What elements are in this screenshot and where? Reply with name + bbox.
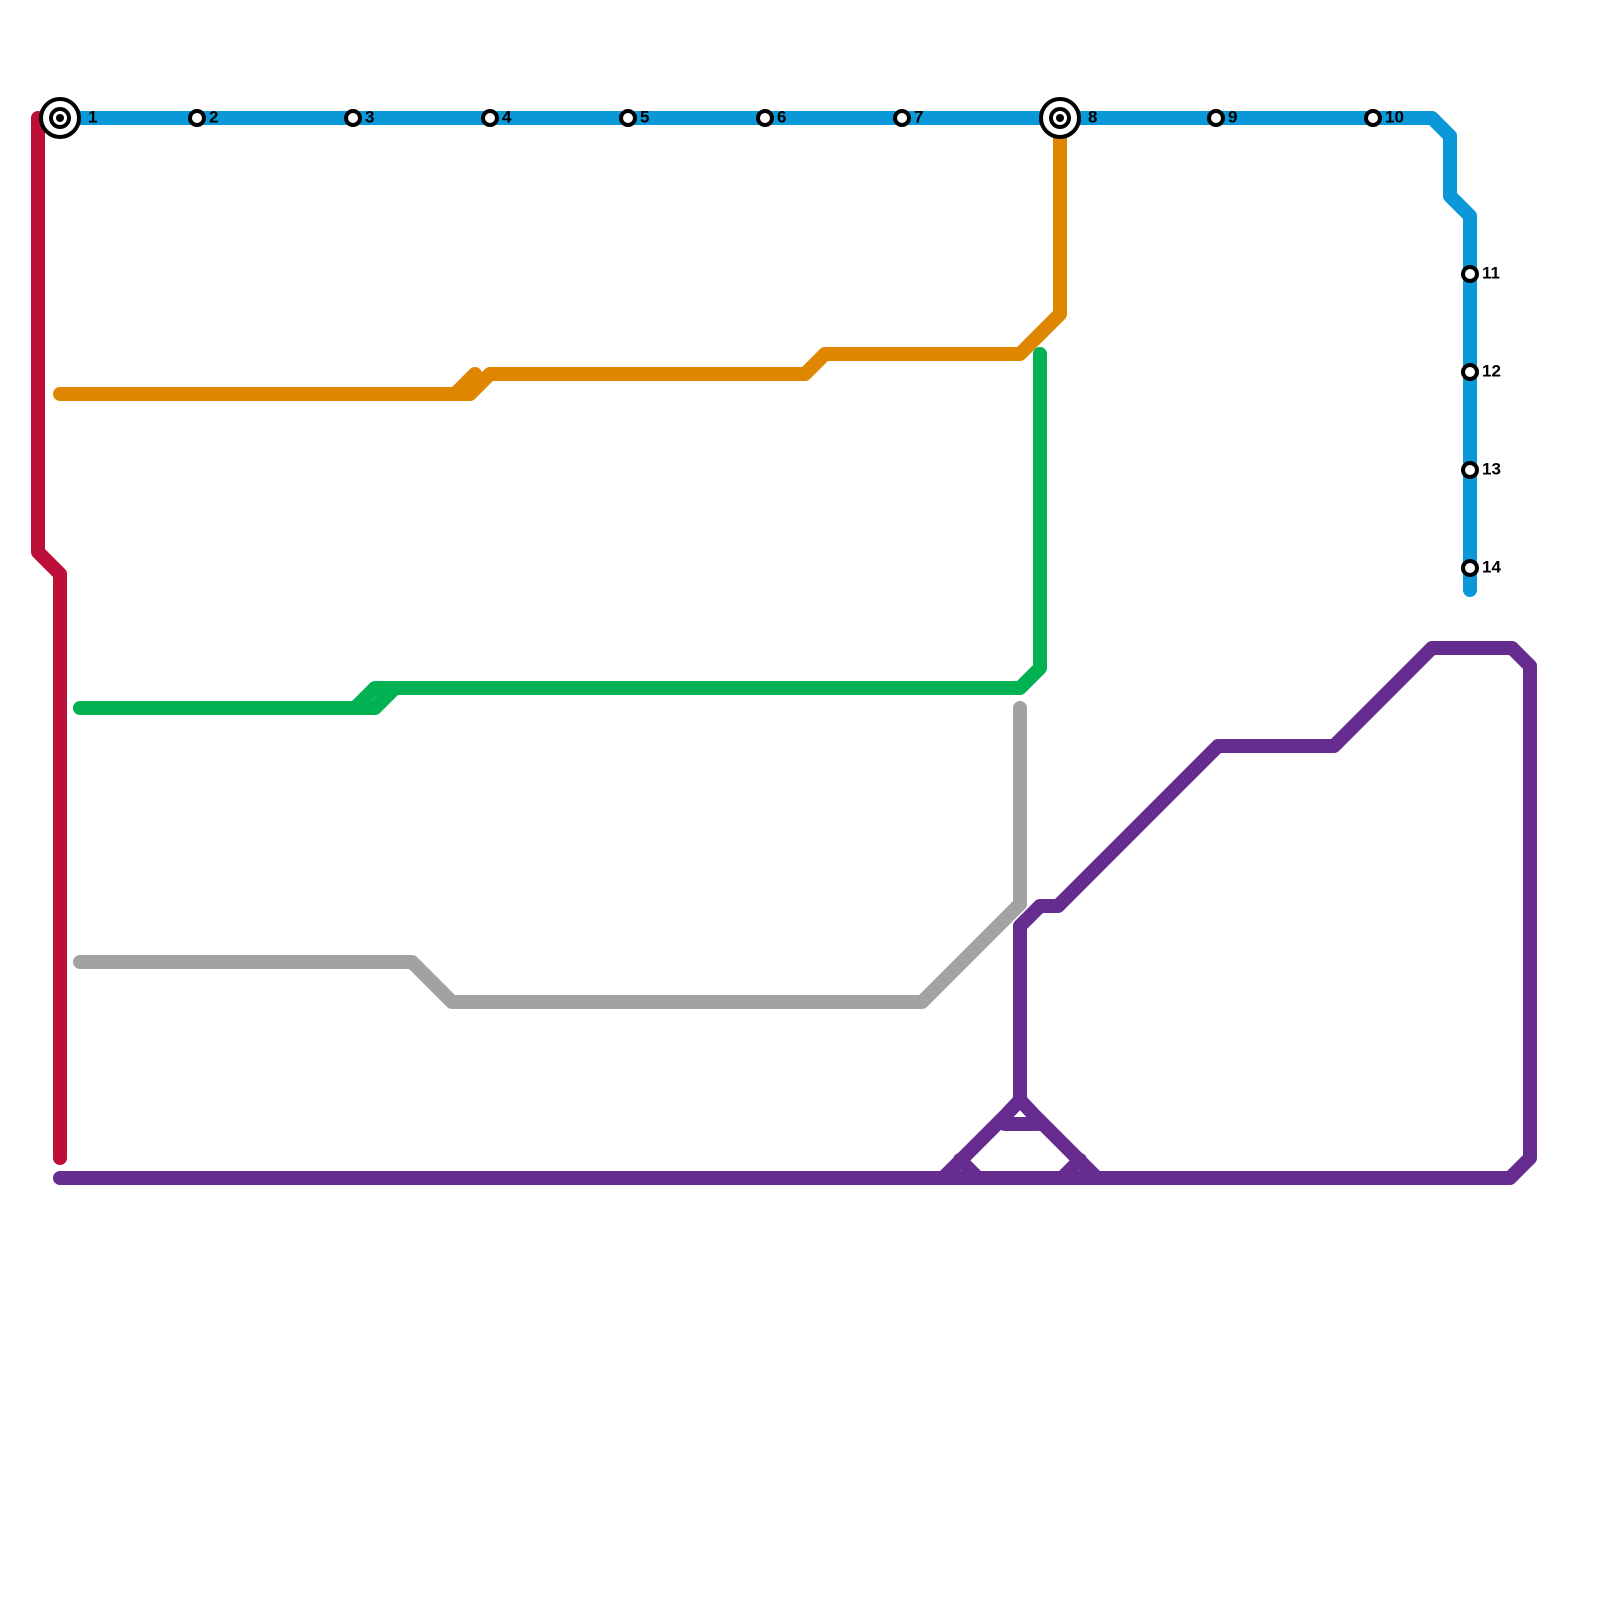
station — [1461, 559, 1479, 577]
purple-branch — [938, 1093, 1102, 1183]
purple-connector — [1055, 1153, 1087, 1185]
station — [188, 109, 206, 127]
interchange-dot — [56, 114, 64, 122]
station-label: 12 — [1482, 361, 1501, 380]
interchange-dot — [1056, 114, 1064, 122]
station — [1461, 363, 1479, 381]
station-label: 14 — [1482, 557, 1501, 576]
station — [1461, 265, 1479, 283]
red-line — [31, 111, 67, 1165]
station-label: 3 — [365, 107, 374, 126]
gray-line — [73, 701, 1027, 1009]
station-label: 8 — [1088, 107, 1097, 126]
purple-connector — [953, 1153, 985, 1185]
station-label: 1 — [88, 107, 97, 126]
station-label: 4 — [502, 107, 512, 126]
station — [893, 109, 911, 127]
station-label: 10 — [1385, 107, 1404, 126]
station — [344, 109, 362, 127]
station — [619, 109, 637, 127]
station — [1364, 109, 1382, 127]
station-label: 7 — [914, 107, 923, 126]
orange-line-kink — [448, 367, 482, 401]
station — [756, 109, 774, 127]
orange-line — [53, 111, 1067, 401]
station-label: 13 — [1482, 459, 1501, 478]
purple-line — [53, 641, 1537, 1185]
station — [481, 109, 499, 127]
station-label: 11 — [1482, 263, 1500, 282]
station-label: 9 — [1228, 107, 1237, 126]
station-label: 2 — [209, 107, 218, 126]
station-label: 6 — [777, 107, 786, 126]
station-label: 5 — [640, 107, 649, 126]
green-line-kink — [348, 681, 402, 715]
station — [1461, 461, 1479, 479]
green-line — [73, 347, 1047, 715]
station — [1207, 109, 1225, 127]
